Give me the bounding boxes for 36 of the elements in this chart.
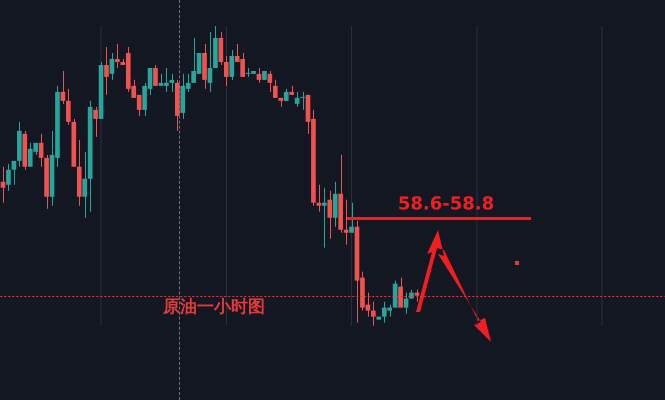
candlestick bbox=[115, 43, 120, 68]
candlestick bbox=[12, 160, 16, 186]
candlestick bbox=[229, 49, 234, 80]
candlestick bbox=[110, 52, 114, 80]
candlestick bbox=[153, 64, 158, 86]
candlestick bbox=[273, 79, 278, 98]
candlestick bbox=[170, 73, 174, 92]
candlestick bbox=[344, 199, 348, 246]
candlestick bbox=[208, 31, 212, 92]
candlestick bbox=[392, 280, 398, 308]
candlestick bbox=[0, 166, 6, 204]
candlestick bbox=[371, 301, 376, 326]
candlestick bbox=[38, 133, 44, 168]
candlestick bbox=[404, 292, 408, 314]
candlestick bbox=[218, 31, 224, 66]
candlestick bbox=[300, 91, 305, 110]
candlestick bbox=[6, 163, 11, 192]
candlestick bbox=[82, 151, 88, 218]
candlestick bbox=[414, 289, 420, 302]
candlestick bbox=[398, 277, 403, 308]
candlestick bbox=[332, 181, 338, 228]
candlestick bbox=[60, 70, 66, 104]
candlestick bbox=[224, 55, 229, 86]
candlestick bbox=[349, 202, 354, 234]
candlestick bbox=[294, 91, 300, 108]
candlestick bbox=[256, 67, 262, 84]
annotation: 58.6-58.8 bbox=[398, 194, 494, 215]
candlestick bbox=[268, 70, 272, 92]
candlestick bbox=[327, 190, 332, 240]
candlestick bbox=[66, 88, 71, 126]
candlestick bbox=[104, 46, 109, 96]
candlestick bbox=[93, 106, 98, 138]
candlestick bbox=[322, 187, 327, 248]
candlestick bbox=[316, 184, 322, 212]
text: 原油一小时图 bbox=[162, 296, 265, 317]
candlestick bbox=[284, 88, 289, 102]
